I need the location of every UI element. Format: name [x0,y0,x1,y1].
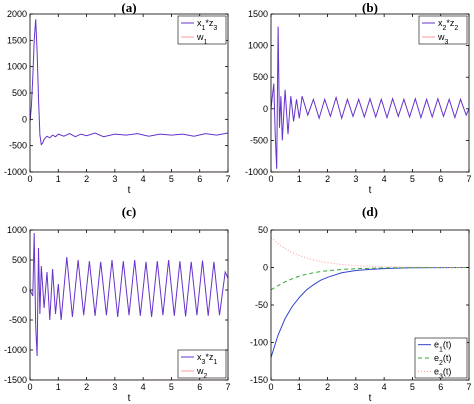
legend-box [418,15,468,45]
y-tick-label: 0 [263,104,268,114]
x-axis-label: t [369,393,372,404]
x-tick-label: 2 [84,174,89,184]
chart-panel-4: (d) 0 1 2 3 4 5 6 7 -150 -100 -50 0 50 t e1(t)e2(t)e3(t… [250,204,472,404]
series-line-1 [30,232,228,357]
x-tick-label: 0 [268,382,273,392]
x-tick-label: 1 [297,382,302,392]
y-tick-label: -500 [250,135,268,145]
series-line-3 [271,237,469,268]
x-axis-label: t [128,185,131,196]
x-tick-label: 5 [169,174,174,184]
y-tick-label: 1500 [7,35,27,45]
x-tick-label: 3 [112,382,117,392]
x-tick-label: 0 [268,174,273,184]
x-tick-label: 0 [27,174,32,184]
panel-title: (d) [362,204,378,219]
y-tick-label: 0 [22,114,27,124]
x-tick-label: 7 [225,174,230,184]
y-tick-label: -500 [9,315,27,325]
x-tick-label: 4 [141,174,146,184]
x-tick-label: 1 [56,382,61,392]
y-tick-label: -1000 [4,167,27,177]
x-tick-label: 1 [56,174,61,184]
y-tick-label: 1000 [7,225,27,235]
series-line-2 [271,267,469,291]
x-tick-label: 2 [325,382,330,392]
legend-label: w1 [196,32,208,46]
y-tick-label: 1500 [248,9,268,19]
x-tick-label: 1 [297,174,302,184]
x-axis-label: t [128,393,131,404]
y-tick-label: 2000 [7,9,27,19]
panel-title: (c) [122,204,136,219]
chart-panel-1: (a) 0 1 2 3 4 5 6 7 -1000 -500 0 500 1000 1500 2000 t x1*… [4,0,231,196]
y-tick-label: -1000 [4,345,27,355]
y-tick-label: -500 [9,141,27,151]
legend-label: e2(t) [434,353,451,367]
x-tick-label: 6 [197,174,202,184]
x-tick-label: 0 [27,382,32,392]
y-tick-label: -50 [255,300,268,310]
chart-panel-3: (c) 0 1 2 3 4 5 6 7 -1500 -1000 -500 0 500 1000 t x3*z1w… [4,204,231,404]
y-tick-label: 500 [12,88,27,98]
x-tick-label: 3 [353,382,358,392]
legend-label: x3*z1 [197,352,217,366]
x-tick-label: 6 [438,174,443,184]
y-tick-label: -1500 [4,375,27,385]
y-tick-label: 500 [12,255,27,265]
series-line-1 [30,19,228,146]
legend-label: e3(t) [434,366,451,380]
legend-label: x2*z2 [438,18,458,32]
axes-frame [29,229,229,381]
panel-title: (b) [362,0,378,15]
panel-title: (a) [121,0,136,15]
x-tick-label: 4 [141,382,146,392]
x-tick-label: 6 [197,382,202,392]
y-tick-label: -150 [250,375,268,385]
x-tick-label: 3 [112,174,117,184]
x-tick-label: 7 [466,382,471,392]
legend-label: w3 [437,32,449,46]
x-tick-label: 3 [353,174,358,184]
x-tick-label: 2 [84,382,89,392]
y-tick-label: -100 [250,338,268,348]
legend-label: w2 [196,366,208,380]
legend: e1(t)e2(t)e3(t) [414,337,468,380]
y-tick-label: -1000 [245,167,268,177]
y-tick-label: 0 [22,285,27,295]
legend-label: x1*z3 [197,18,217,32]
x-tick-label: 4 [382,382,387,392]
x-tick-label: 7 [466,174,471,184]
y-tick-label: 500 [253,72,268,82]
x-tick-label: 5 [410,174,415,184]
y-tick-label: 1000 [7,62,27,72]
x-tick-label: 7 [225,382,230,392]
axes-frame [270,13,470,173]
series-line-1 [271,26,469,169]
x-tick-label: 5 [169,382,174,392]
x-axis-label: t [369,185,372,196]
x-tick-label: 5 [410,382,415,392]
y-tick-label: 50 [258,225,268,235]
legend-label: e1(t) [434,340,451,354]
x-tick-label: 2 [325,174,330,184]
legend-box [177,349,227,379]
y-tick-label: 0 [263,263,268,273]
x-tick-label: 4 [382,174,387,184]
legend-box [177,15,227,45]
y-tick-label: 1000 [248,41,268,51]
x-tick-label: 6 [438,382,443,392]
